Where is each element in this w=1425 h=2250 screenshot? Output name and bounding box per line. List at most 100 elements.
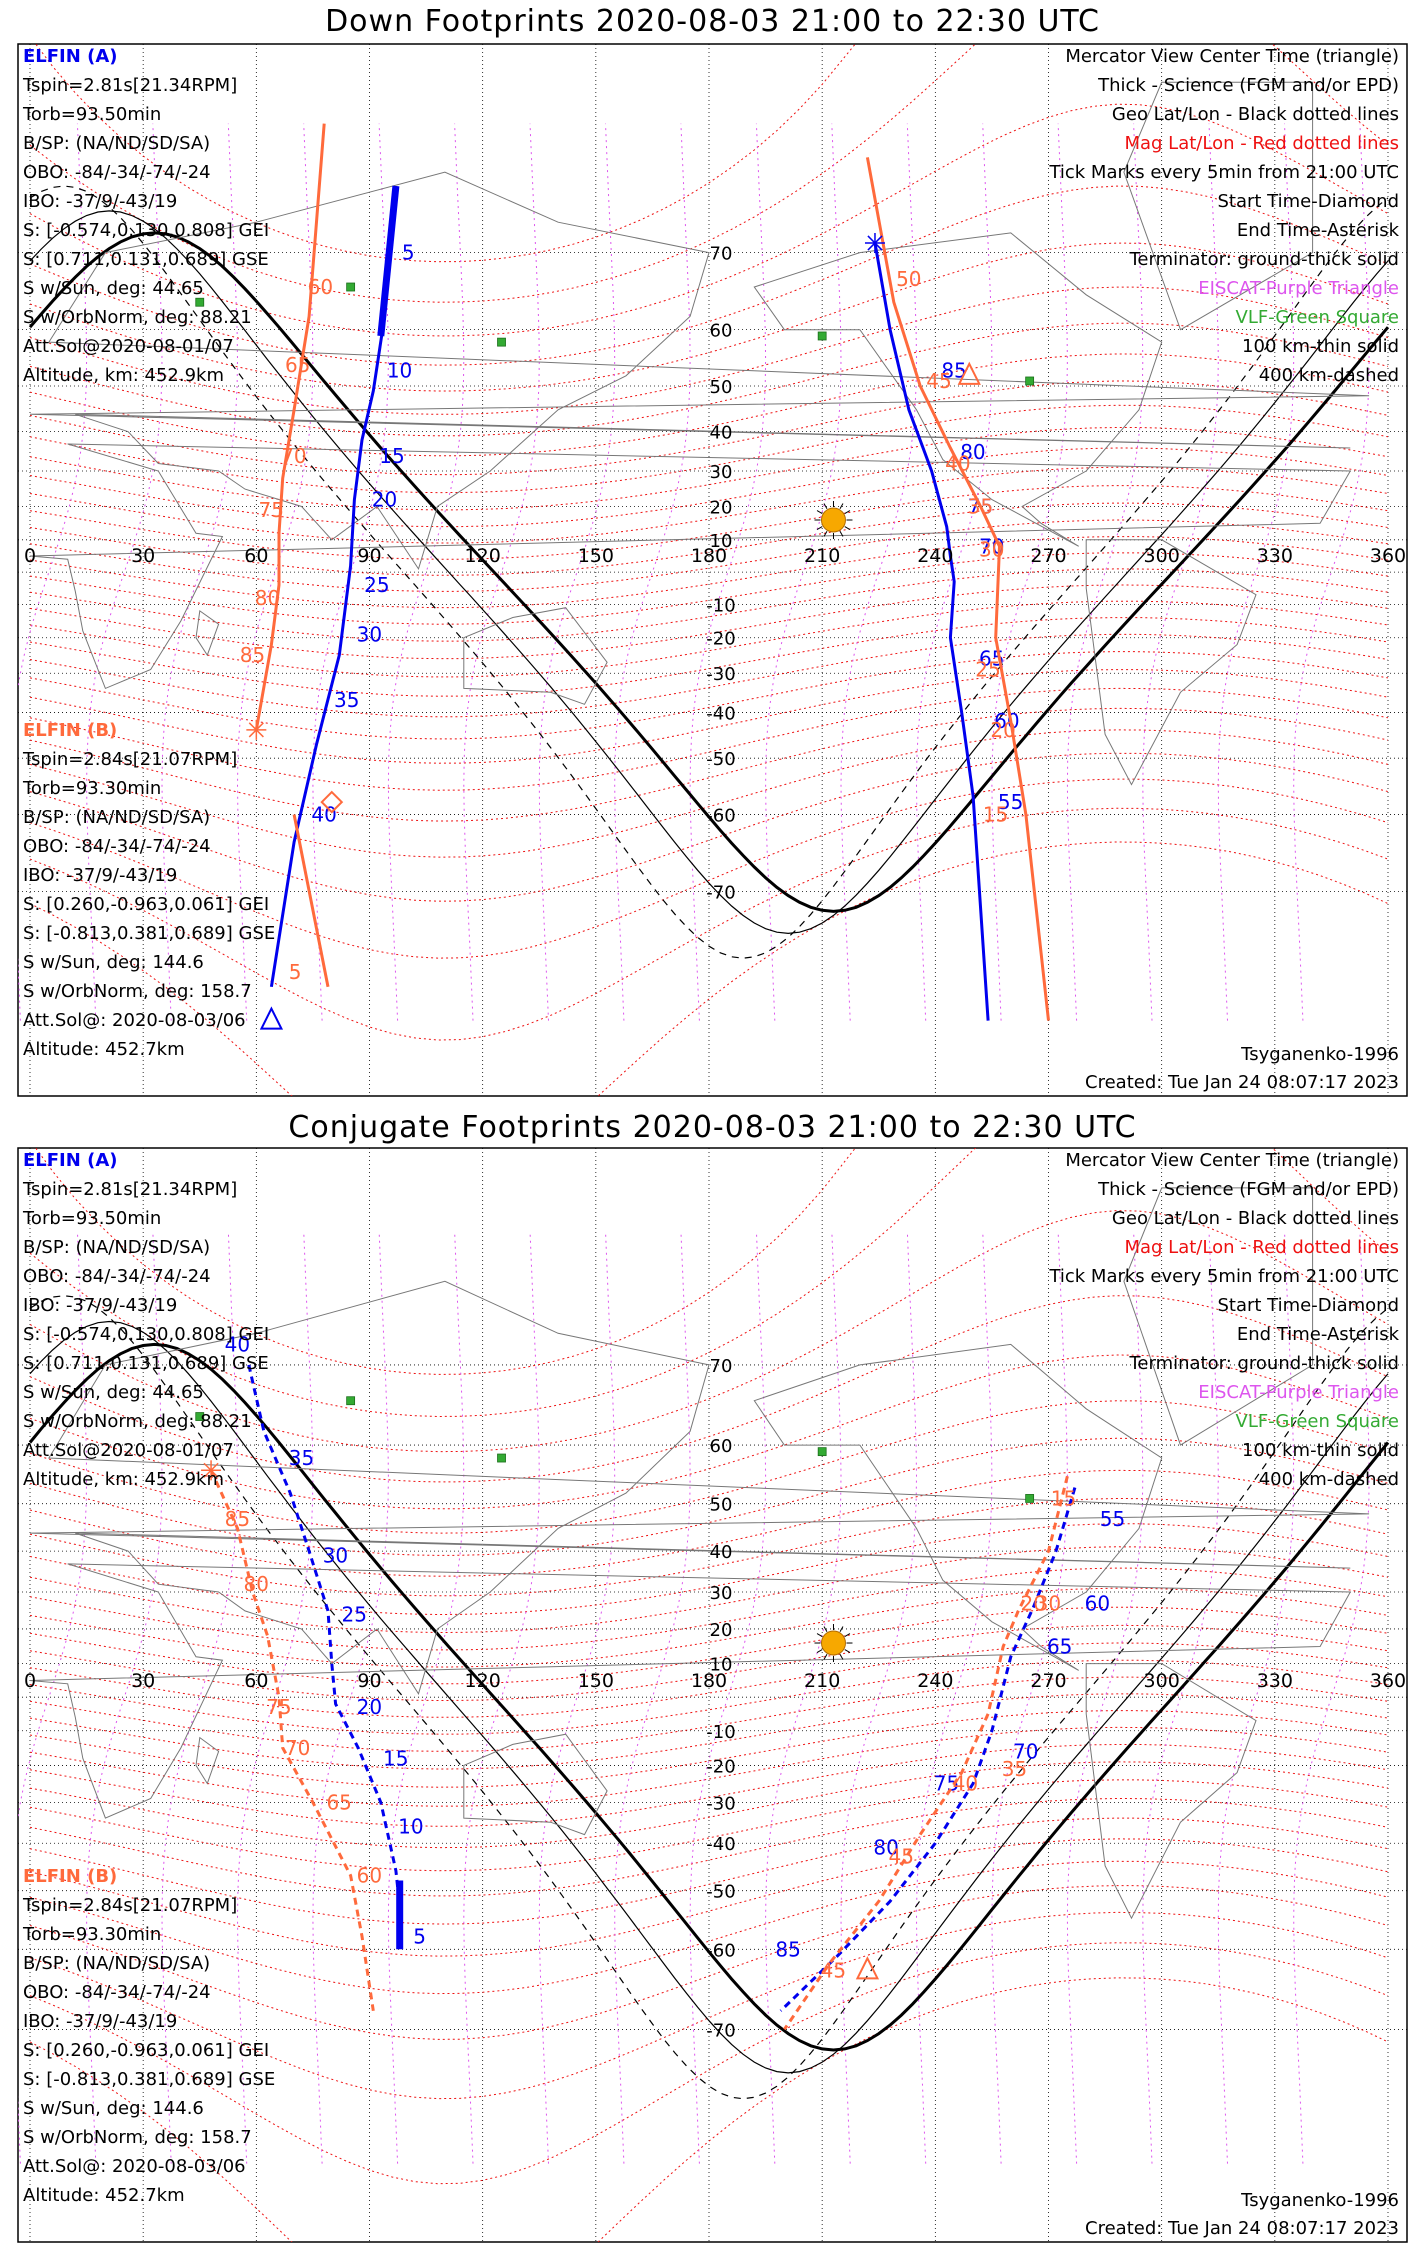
legend-entry: EISCAT-Purple Triangle <box>1198 278 1399 299</box>
elfin-b-name: ELFIN (B) <box>23 720 117 741</box>
longitude-tick-label: 270 <box>1030 1670 1066 1692</box>
elfin-b-ibo: IBO: -37/9/-43/19 <box>23 2011 177 2032</box>
coastline <box>1085 539 1257 786</box>
mag-latitude-line <box>29 1676 1389 1752</box>
track-tick-label: 20 <box>357 1695 382 1719</box>
latitude-tick-label: 50 <box>710 1495 733 1516</box>
latitude-tick-label: 40 <box>710 1542 733 1563</box>
panel-title-conjugate: Conjugate Footprints 2020-08-03 21:00 to… <box>288 1110 1137 1145</box>
footprint-track-a <box>247 1364 402 1950</box>
coastline <box>29 443 1352 690</box>
elfin-b-altitude: Altitude: 452.7km <box>23 2185 185 2206</box>
track-tick-label: 60 <box>308 275 333 299</box>
sun-ray <box>844 1633 851 1637</box>
elfin-a-tspin: Tspin=2.81s[21.34RPM] <box>22 1179 237 1200</box>
subsolar-sun-icon <box>820 507 846 533</box>
elfin-b-s-gei: S: [0.260,-0.963,0.061] GEI <box>23 2040 269 2061</box>
track-tick-label: 10 <box>398 1814 423 1838</box>
mag-latitude-line <box>29 1642 1389 1718</box>
sun-ray <box>844 510 851 514</box>
mag-latitude-line <box>29 1797 1389 1897</box>
elfin-a-name: ELFIN (A) <box>23 1150 117 1171</box>
conjugate-footprints-map: 4035302520151055560657075808585807570656… <box>17 1147 1408 2243</box>
latitude-tick-label: -40 <box>706 704 735 725</box>
mag-latitude-line <box>29 427 1389 511</box>
coastline <box>1085 1663 1257 1920</box>
elfin-b-tspin: Tspin=2.84s[21.07RPM] <box>22 749 237 770</box>
mag-meridian-line <box>840 123 918 1021</box>
mag-latitude-line <box>29 1210 1389 1453</box>
legend-entry: Tick Marks every 5min from 21:00 UTC <box>1048 1266 1399 1287</box>
latitude-tick-label: 70 <box>710 244 733 265</box>
coastline <box>29 171 1370 571</box>
track-tick-label: 30 <box>323 1543 348 1567</box>
sun-ray <box>839 1654 844 1660</box>
legend-entry: Terminator: ground-thick solid <box>1128 249 1399 270</box>
mag-latitude-line <box>29 322 1389 437</box>
latitude-tick-label: 10 <box>710 1655 733 1676</box>
vlf-station-marker <box>346 1396 356 1406</box>
legend-entry: End Time-Asterisk <box>1237 220 1400 241</box>
track-tick-label: 65 <box>1047 1634 1072 1658</box>
center-time-triangle-b <box>957 361 981 385</box>
track-tick-label: 65 <box>285 353 310 377</box>
mag-latitude-line <box>29 669 1389 764</box>
latitude-tick-label: -40 <box>706 1834 735 1855</box>
mag-latitude-line <box>29 242 1389 392</box>
subsolar-sun-icon <box>820 1630 846 1656</box>
track-tick-label: 35 <box>334 688 359 712</box>
elfin-a-name: ELFIN (A) <box>23 46 117 67</box>
mag-latitude-line <box>29 633 1389 718</box>
legend-entry: Geo Lat/Lon - Black dotted lines <box>1112 1208 1399 1229</box>
track-tick-label: 80 <box>243 1572 268 1596</box>
coastline <box>1123 81 1314 331</box>
longitude-tick-label: 0 <box>24 1670 36 1692</box>
legend-entry: Mercator View Center Time (triangle) <box>1065 1150 1399 1171</box>
latitude-tick-label: -70 <box>706 2020 735 2041</box>
mag-latitude-line <box>29 1295 1389 1483</box>
latitude-tick-label: 30 <box>710 1583 733 1604</box>
mag-meridian-line <box>915 123 993 1021</box>
mag-meridian-line <box>1142 123 1219 1021</box>
coastline <box>753 1343 1163 1671</box>
elfin-b-s-gse: S: [-0.813,0.381,0.689] GSE <box>23 2069 275 2090</box>
latitude-tick-label: 60 <box>710 1436 733 1457</box>
longitude-tick-label: 0 <box>24 545 36 567</box>
mag-meridian-line <box>463 123 540 1021</box>
elfin-a-bsp: B/SP: (NA/ND/SD/SA) <box>23 133 210 154</box>
vlf-station-marker <box>195 297 205 307</box>
elfin-b-attsol: Att.Sol@: 2020-08-03/06 <box>23 1010 246 1031</box>
track-tick-label: 45 <box>821 1958 846 1982</box>
elfin-a-sun-angle: S w/Sun, deg: 44.65 <box>23 1382 204 1403</box>
legend-entry: EISCAT-Purple Triangle <box>1198 1382 1399 1403</box>
mag-latitude-line <box>29 353 1389 457</box>
plot-area: 4035302520151055560657075808585807570656… <box>18 1148 1407 2242</box>
mag-latitude-line <box>29 185 1389 366</box>
mag-latitude-line <box>29 1885 1389 2040</box>
longitude-tick-label: 300 <box>1144 1670 1180 1692</box>
mag-latitude-line <box>29 807 1389 1041</box>
track-tick-label: 15 <box>379 444 404 468</box>
elfin-a-tspin: Tspin=2.81s[21.34RPM] <box>22 75 237 96</box>
track-tick-label: 85 <box>225 1507 250 1531</box>
longitude-tick-label: 360 <box>1370 1670 1406 1692</box>
mag-latitude-line <box>29 1693 1389 1770</box>
terminator-ground <box>28 1342 1390 2052</box>
latitude-tick-label: 60 <box>710 321 733 342</box>
latitude-tick-label: 30 <box>710 462 733 483</box>
latitude-tick-label: -20 <box>706 629 735 650</box>
science-segment-a <box>377 185 400 337</box>
longitude-tick-label: 30 <box>131 1670 155 1692</box>
longitude-tick-label: 60 <box>244 545 268 567</box>
footprint-track-a <box>779 1487 1077 2012</box>
mag-latitude-line <box>29 380 1389 476</box>
mag-latitude-line <box>29 600 1389 678</box>
end-time-asterisk-a <box>867 235 883 251</box>
track-tick-label: 40 <box>953 1772 978 1796</box>
sun-ray <box>839 503 844 510</box>
elfin-b-bsp: B/SP: (NA/ND/SD/SA) <box>23 1953 210 1974</box>
longitude-tick-label: 180 <box>691 1670 727 1692</box>
terminator-100km <box>29 210 1389 935</box>
mag-latitude-line <box>35 44 856 263</box>
elfin-a-bsp: B/SP: (NA/ND/SD/SA) <box>23 1237 210 1258</box>
